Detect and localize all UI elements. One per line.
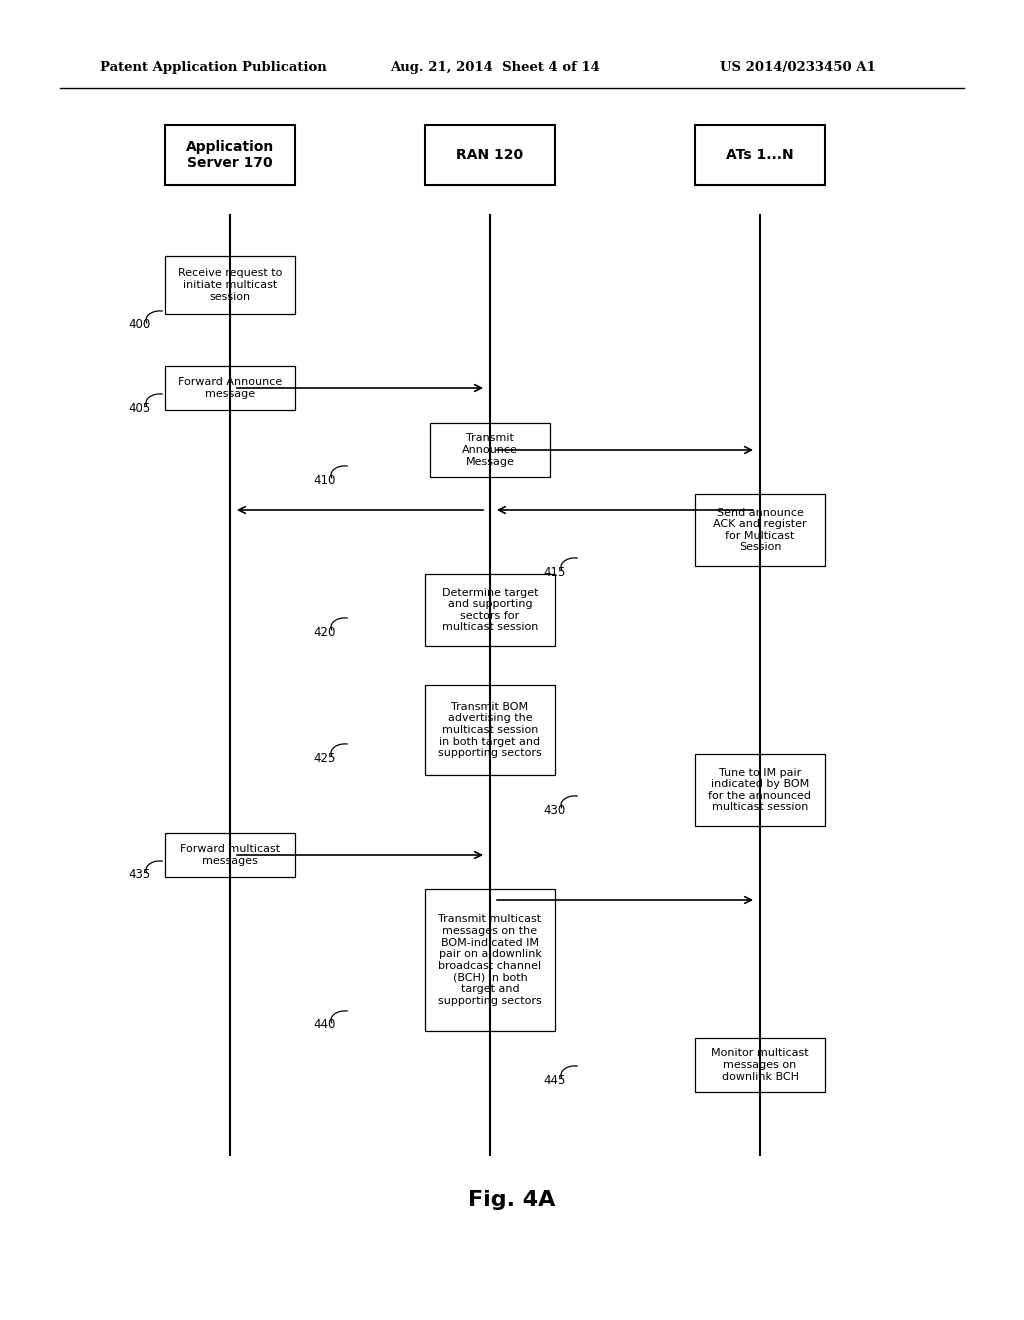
Text: Forward Announce
message: Forward Announce message bbox=[178, 378, 283, 399]
FancyBboxPatch shape bbox=[430, 422, 550, 477]
FancyBboxPatch shape bbox=[695, 1038, 825, 1092]
Text: Application
Server 170: Application Server 170 bbox=[186, 140, 274, 170]
FancyBboxPatch shape bbox=[425, 685, 555, 775]
Text: 445: 445 bbox=[544, 1073, 566, 1086]
Text: 425: 425 bbox=[313, 751, 336, 764]
Text: 440: 440 bbox=[313, 1019, 336, 1031]
FancyBboxPatch shape bbox=[425, 574, 555, 645]
Text: Determine target
and supporting
sectors for
multicast session: Determine target and supporting sectors … bbox=[441, 587, 539, 632]
Text: Transmit BOM
advertising the
multicast session
in both target and
supporting sec: Transmit BOM advertising the multicast s… bbox=[438, 702, 542, 758]
Text: Receive request to
initiate multicast
session: Receive request to initiate multicast se… bbox=[178, 268, 283, 301]
Text: Monitor multicast
messages on
downlink BCH: Monitor multicast messages on downlink B… bbox=[712, 1048, 809, 1081]
Text: Transmit
Announce
Message: Transmit Announce Message bbox=[462, 433, 518, 466]
FancyBboxPatch shape bbox=[695, 494, 825, 566]
Text: ATs 1...N: ATs 1...N bbox=[726, 148, 794, 162]
FancyBboxPatch shape bbox=[425, 888, 555, 1031]
FancyBboxPatch shape bbox=[165, 366, 295, 411]
Text: Transmit multicast
messages on the
BOM-indicated IM
pair on a downlink
broadcast: Transmit multicast messages on the BOM-i… bbox=[438, 915, 542, 1006]
Text: 405: 405 bbox=[129, 401, 151, 414]
Text: Fig. 4A: Fig. 4A bbox=[468, 1191, 556, 1210]
Text: 415: 415 bbox=[544, 565, 566, 578]
FancyBboxPatch shape bbox=[695, 125, 825, 185]
Text: 420: 420 bbox=[313, 626, 336, 639]
Text: 410: 410 bbox=[313, 474, 336, 487]
FancyBboxPatch shape bbox=[695, 754, 825, 826]
Text: RAN 120: RAN 120 bbox=[457, 148, 523, 162]
Text: 430: 430 bbox=[544, 804, 566, 817]
Text: Forward multicast
messages: Forward multicast messages bbox=[180, 845, 280, 866]
Text: 400: 400 bbox=[129, 318, 151, 331]
FancyBboxPatch shape bbox=[165, 125, 295, 185]
FancyBboxPatch shape bbox=[165, 256, 295, 314]
Text: Patent Application Publication: Patent Application Publication bbox=[100, 62, 327, 74]
FancyBboxPatch shape bbox=[165, 833, 295, 876]
Text: 435: 435 bbox=[129, 869, 151, 882]
FancyBboxPatch shape bbox=[425, 125, 555, 185]
Text: US 2014/0233450 A1: US 2014/0233450 A1 bbox=[720, 62, 876, 74]
Text: Tune to IM pair
indicated by BOM
for the announced
multicast session: Tune to IM pair indicated by BOM for the… bbox=[709, 768, 811, 812]
Text: Send announce
ACK and register
for Multicast
Session: Send announce ACK and register for Multi… bbox=[713, 508, 807, 552]
Text: Aug. 21, 2014  Sheet 4 of 14: Aug. 21, 2014 Sheet 4 of 14 bbox=[390, 62, 600, 74]
